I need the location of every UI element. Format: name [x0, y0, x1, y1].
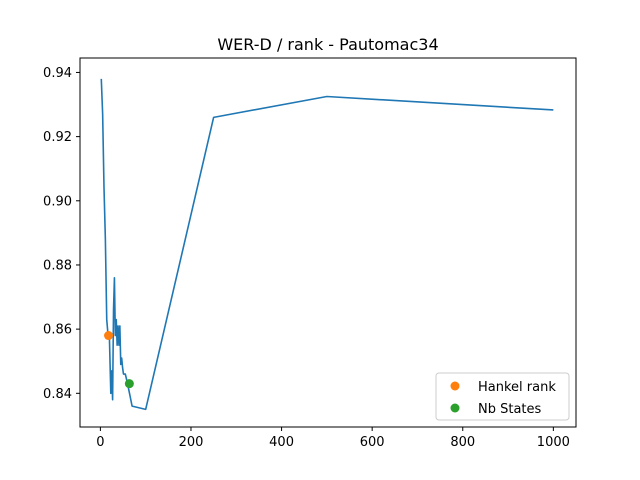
- point-hankel-rank: [104, 331, 114, 341]
- legend: Hankel rank Nb States: [435, 372, 570, 421]
- x-tick-label: 200: [179, 435, 204, 450]
- x-tick-label: 0: [96, 435, 104, 450]
- y-axis: 0.84 0.86 0.88 0.90 0.92 0.94: [43, 66, 80, 402]
- y-tick-label: 0.90: [43, 194, 72, 209]
- y-tick-label: 0.86: [43, 323, 72, 338]
- legend-box: [435, 372, 570, 421]
- plot-area: [79, 57, 577, 428]
- legend-marker-hankel-rank: [450, 381, 460, 391]
- x-tick-label: 600: [360, 435, 385, 450]
- y-tick-label: 0.92: [43, 130, 72, 145]
- legend-marker-nb-states: [450, 403, 460, 413]
- x-axis: 0 200 400 600 800 1000: [96, 427, 570, 450]
- y-tick-label: 0.84: [43, 387, 72, 402]
- legend-label-hankel-rank: Hankel rank: [478, 380, 556, 395]
- x-tick-label: 800: [450, 435, 475, 450]
- y-tick-label: 0.88: [43, 258, 72, 273]
- series-layer: [100, 78, 554, 411]
- y-tick-label: 0.94: [43, 66, 72, 81]
- plot-frame: [79, 57, 577, 428]
- series-line: [100, 78, 554, 411]
- point-nb-states: [124, 379, 134, 389]
- legend-label-nb-states: Nb States: [478, 402, 542, 417]
- chart-title: WER-D / rank - Pautomac34: [217, 35, 438, 54]
- x-tick-label: 400: [269, 435, 294, 450]
- x-tick-label: 1000: [537, 435, 570, 450]
